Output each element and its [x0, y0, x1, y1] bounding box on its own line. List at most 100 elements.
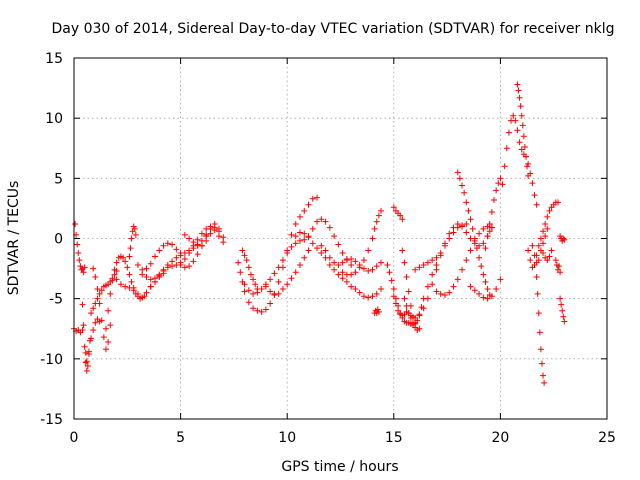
data-point	[420, 305, 427, 312]
data-point	[405, 288, 412, 295]
data-point	[524, 163, 531, 170]
data-point	[134, 290, 141, 297]
data-point	[102, 346, 109, 353]
data-point	[254, 307, 261, 314]
data-point	[544, 257, 551, 264]
data-point	[83, 358, 90, 365]
data-point	[399, 247, 406, 254]
data-point	[540, 228, 547, 235]
data-point	[424, 283, 431, 290]
data-point	[186, 263, 193, 270]
data-point	[560, 235, 567, 242]
data-point	[339, 249, 346, 256]
data-point	[369, 293, 376, 300]
data-point	[352, 269, 359, 276]
data-point	[258, 308, 265, 315]
data-point	[326, 224, 333, 231]
data-point	[301, 254, 308, 261]
data-point	[267, 300, 274, 307]
data-point	[102, 325, 109, 332]
series-arc-05	[88, 267, 120, 317]
data-point	[194, 251, 201, 258]
axis-ticks	[73, 57, 608, 420]
data-point	[113, 259, 120, 266]
data-point	[463, 229, 470, 236]
data-point	[480, 240, 487, 247]
data-point	[450, 283, 457, 290]
data-point	[429, 271, 436, 278]
data-point	[480, 225, 487, 232]
data-point	[503, 145, 510, 152]
data-point	[478, 263, 485, 270]
data-point	[471, 235, 478, 242]
data-point	[84, 363, 91, 370]
data-point	[275, 264, 282, 271]
data-point	[147, 283, 154, 290]
data-point	[94, 286, 101, 293]
x-axis-label: GPS time / hours	[281, 459, 398, 475]
data-point	[450, 229, 457, 236]
data-point	[535, 242, 542, 249]
data-point	[143, 289, 150, 296]
series-arc-09	[126, 223, 139, 260]
data-point	[412, 266, 419, 273]
data-point	[147, 276, 154, 283]
data-point	[250, 305, 257, 312]
data-point	[105, 338, 112, 345]
y-tick-label: -15	[40, 412, 63, 428]
data-point	[538, 360, 545, 367]
data-point	[339, 259, 346, 266]
data-point	[143, 274, 150, 281]
data-point	[339, 275, 346, 282]
data-point	[139, 294, 146, 301]
data-point	[441, 242, 448, 249]
data-point	[173, 254, 180, 261]
y-tick-label: 10	[45, 111, 63, 127]
data-point	[557, 269, 564, 276]
series-arc-41	[239, 247, 261, 293]
data-point	[480, 271, 487, 278]
data-point	[177, 252, 184, 259]
series-arc-04	[82, 316, 103, 365]
data-point	[152, 278, 159, 285]
data-point	[301, 230, 308, 237]
data-point	[420, 261, 427, 268]
data-point	[480, 294, 487, 301]
y-tick-label: 15	[45, 51, 63, 67]
data-point	[126, 253, 133, 260]
data-point	[424, 295, 431, 302]
data-point	[343, 278, 350, 285]
data-point	[198, 242, 205, 249]
data-point	[529, 180, 536, 187]
data-point	[540, 372, 547, 379]
data-point	[493, 286, 500, 293]
x-tick-labels: 0 5 10 15 20 25	[70, 430, 616, 446]
data-point	[561, 236, 568, 243]
data-point	[288, 243, 295, 250]
data-point	[288, 275, 295, 282]
data-point	[335, 241, 342, 248]
data-point	[109, 277, 116, 284]
data-point	[156, 272, 163, 279]
data-point	[241, 288, 248, 295]
data-point	[488, 293, 495, 300]
data-point	[331, 233, 338, 240]
x-tick-label: 5	[176, 430, 185, 446]
data-point	[476, 254, 483, 261]
data-point	[429, 281, 436, 288]
data-point	[482, 245, 489, 252]
data-point	[250, 276, 257, 283]
data-point	[203, 237, 210, 244]
data-point	[365, 294, 372, 301]
data-point	[296, 261, 303, 268]
data-point	[147, 260, 154, 267]
data-point	[131, 225, 138, 232]
data-point	[271, 270, 278, 277]
data-point	[463, 199, 470, 206]
data-point	[239, 247, 246, 254]
series-arc-36	[533, 274, 548, 386]
data-point	[245, 299, 252, 306]
data-point	[348, 271, 355, 278]
data-point	[534, 290, 541, 297]
data-point	[544, 225, 551, 232]
